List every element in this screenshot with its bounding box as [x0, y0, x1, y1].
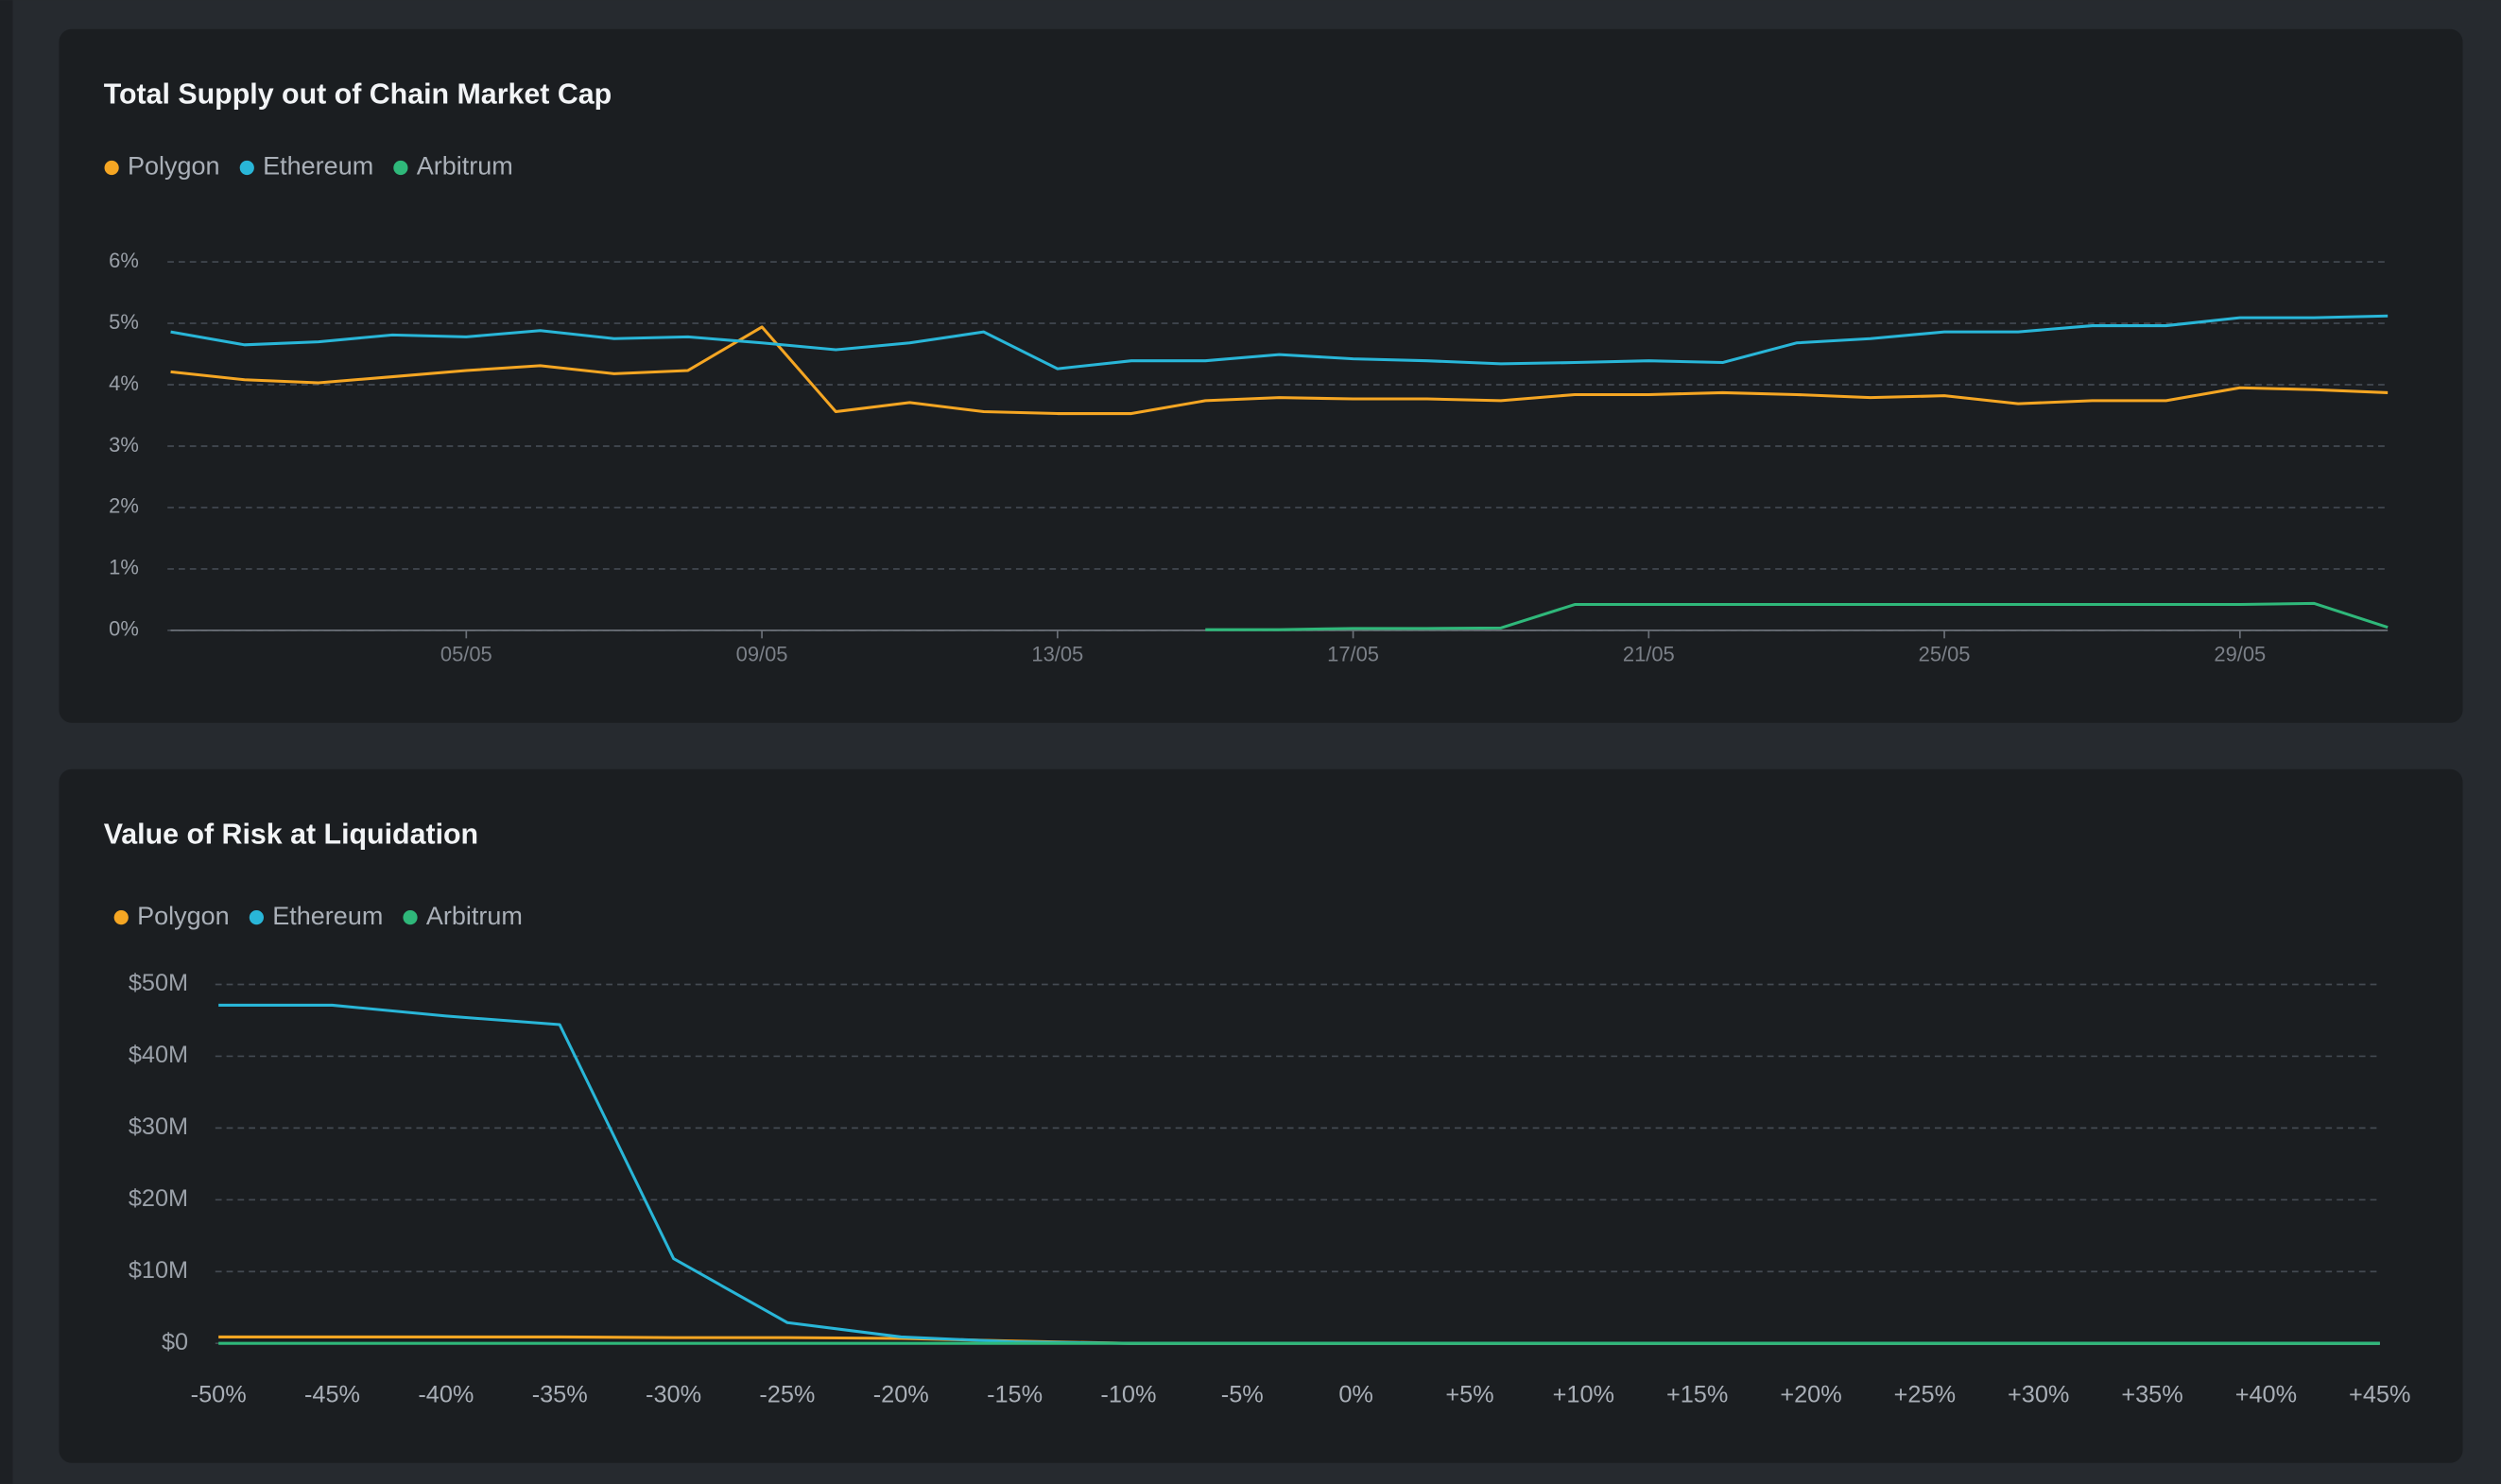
chart-title: Total Supply out of Chain Market Cap [104, 79, 612, 111]
x-tick-label: -50% [191, 1382, 247, 1408]
x-tick-label: +40% [2235, 1382, 2297, 1408]
x-tick-label: 29/05 [2214, 643, 2266, 666]
x-tick-label: -10% [1100, 1382, 1156, 1408]
x-tick-label: +5% [1445, 1382, 1493, 1408]
y-tick-label: $0 [162, 1329, 188, 1355]
legend-label: Ethereum [272, 902, 383, 930]
x-tick-label: -35% [532, 1382, 588, 1408]
x-tick-label: -45% [304, 1382, 360, 1408]
series-line [170, 314, 2389, 371]
x-tick-label: +25% [1894, 1382, 1956, 1408]
series-line [1205, 601, 2389, 631]
legend-label: Arbitrum [426, 902, 523, 930]
y-tick-label: $10M [129, 1257, 188, 1284]
panel [59, 768, 2463, 1463]
x-tick-label: -25% [759, 1382, 815, 1408]
y-tick-label: 4% [109, 371, 139, 395]
x-tick-label: -15% [987, 1382, 1043, 1408]
series-line [170, 325, 2389, 416]
legend-label: Ethereum [263, 152, 373, 181]
x-tick-label: +15% [1666, 1382, 1728, 1408]
sidebar-edge [0, 0, 13, 1484]
y-tick-label: 1% [109, 556, 139, 579]
legend-label: Polygon [137, 902, 230, 930]
x-tick-label: -30% [646, 1382, 701, 1408]
y-tick-label: 5% [109, 310, 139, 334]
x-tick-label: 09/05 [736, 643, 788, 666]
y-tick-label: $40M [129, 1042, 188, 1068]
legend-label: Polygon [128, 152, 220, 181]
y-tick-label: $50M [129, 970, 188, 996]
y-tick-label: $20M [129, 1185, 188, 1212]
x-tick-label: +35% [2121, 1382, 2182, 1408]
legend-label: Arbitrum [417, 152, 513, 181]
legend-marker [403, 910, 418, 925]
x-tick-label: 13/05 [1031, 643, 1083, 666]
legend-marker [239, 160, 254, 176]
x-tick-label: 17/05 [1327, 643, 1379, 666]
x-tick-label: 05/05 [440, 643, 492, 666]
x-tick-label: 25/05 [1919, 643, 1971, 666]
chart-title: Value of Risk at Liquidation [104, 820, 478, 851]
x-tick-label: -20% [873, 1382, 929, 1408]
legend-marker [104, 160, 119, 176]
x-tick-label: 0% [1338, 1382, 1373, 1408]
y-tick-label: 3% [109, 433, 139, 457]
x-tick-label: +30% [2008, 1382, 2069, 1408]
x-tick-label: -5% [1221, 1382, 1264, 1408]
x-tick-label: +45% [2349, 1382, 2410, 1408]
y-tick-label: 6% [109, 249, 139, 272]
x-tick-label: 21/05 [1623, 643, 1675, 666]
x-tick-label: -40% [418, 1382, 474, 1408]
panel [59, 28, 2463, 723]
y-tick-label: 2% [109, 494, 139, 518]
legend-marker [113, 910, 129, 925]
legend-marker [393, 160, 408, 176]
x-tick-label: +20% [1780, 1382, 1841, 1408]
x-tick-label: +10% [1553, 1382, 1614, 1408]
legend-marker [249, 910, 264, 925]
y-tick-label: $30M [129, 1113, 188, 1140]
y-tick-label: 0% [109, 617, 139, 641]
